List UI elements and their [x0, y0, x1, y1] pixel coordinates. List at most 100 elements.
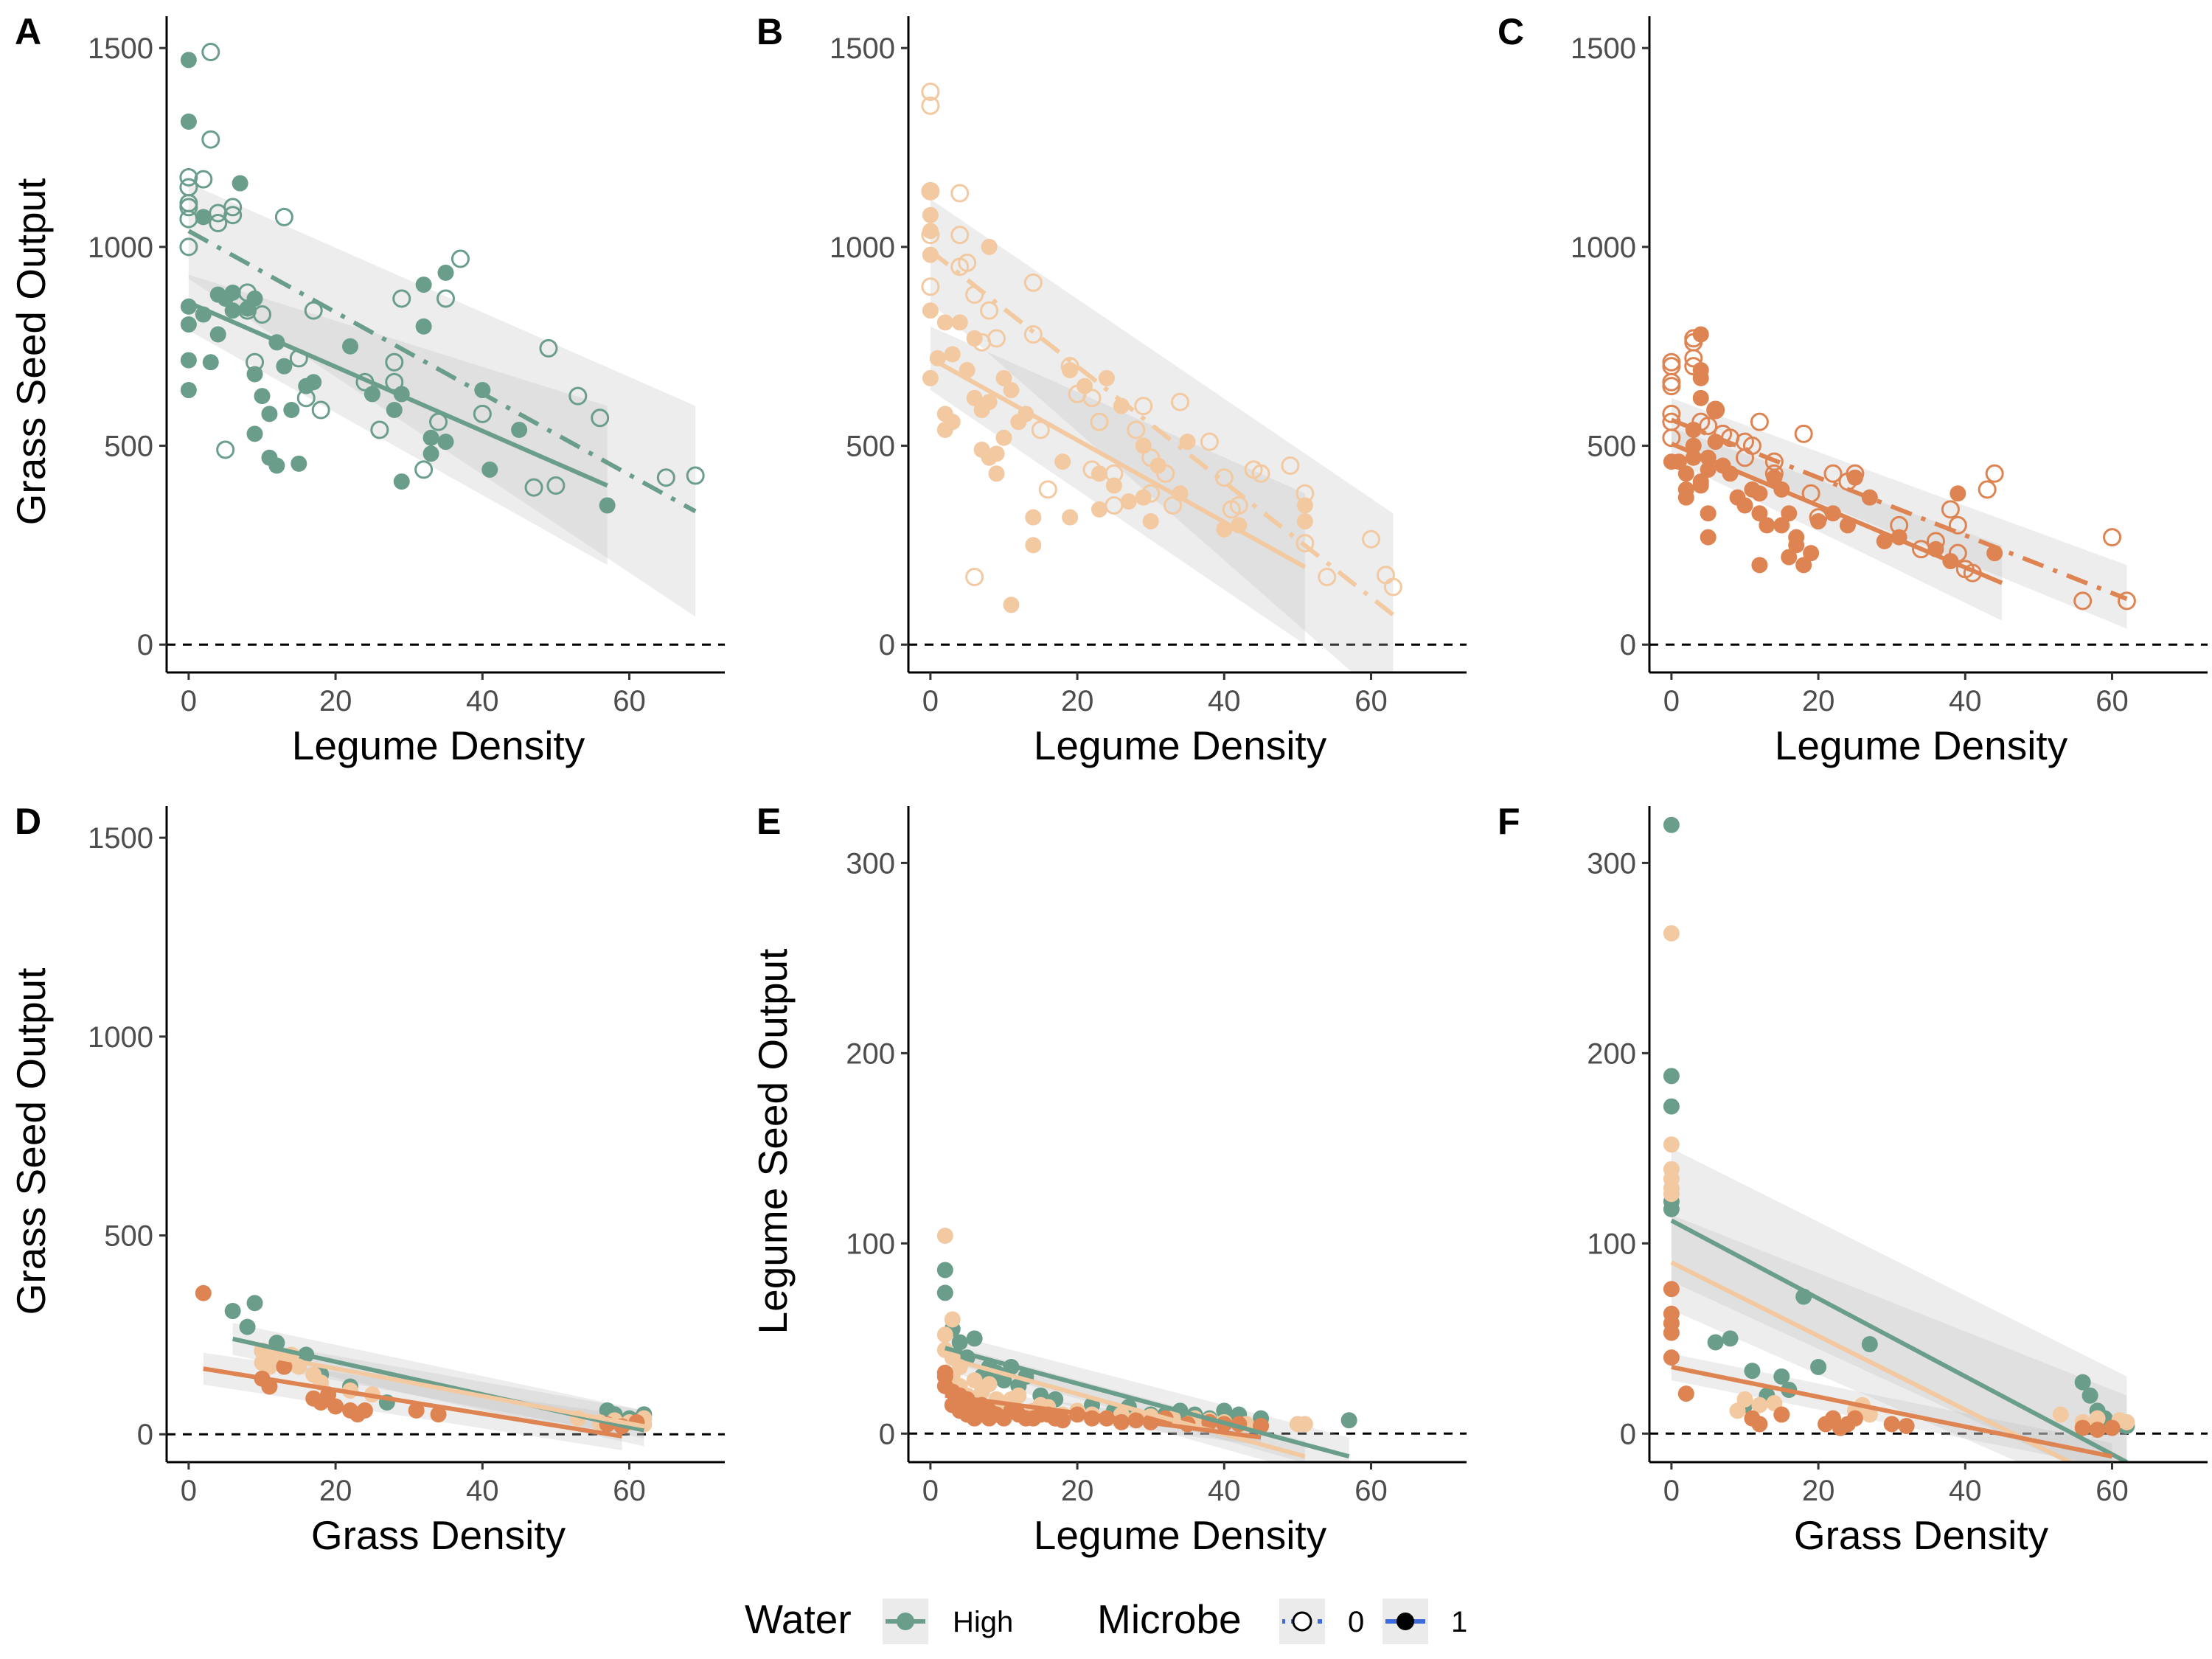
x-tick-label-d-40: 40	[466, 1475, 499, 1507]
y-axis-title-a: Grass Seed Output	[8, 178, 54, 526]
x-tick-label-e-40: 40	[1208, 1475, 1241, 1507]
fit-line-e-low-microbe-1	[945, 1393, 1262, 1440]
data-point-a-high-microbe-0-9	[209, 213, 228, 232]
data-point-f-low-microbe-1-15	[1898, 1417, 1915, 1434]
y-tick-label-a-0: 0	[137, 629, 153, 661]
data-point-b-med-microbe-0-14	[1023, 325, 1043, 344]
data-point-f-med-microbe-1-18	[2118, 1413, 2135, 1430]
data-point-c-low-microbe-0-3	[1662, 377, 1681, 396]
data-point-b-med-microbe-0-10	[980, 301, 999, 320]
data-point-a-high-microbe-0-11	[223, 206, 243, 225]
y-tick-label-f-300: 300	[1587, 847, 1636, 880]
data-point-f-low-microbe-1-13	[1846, 1410, 1863, 1427]
x-tick-label-e-60: 60	[1354, 1475, 1388, 1507]
data-point-a-high-microbe-1-6	[180, 352, 197, 369]
data-point-a-high-microbe-0-39	[686, 466, 705, 485]
panel-a: 0 20 40 60 0 500 1000 1500 Legume Density Grass S…	[8, 11, 725, 768]
data-point-f-low-microbe-1-17	[2089, 1422, 2106, 1439]
data-point-b-med-microbe-0-40	[1318, 568, 1337, 587]
x-axis-title-e: Legume Density	[1034, 1512, 1327, 1558]
data-point-b-med-microbe-1-12	[951, 314, 968, 331]
x-tick-label-a-0: 0	[181, 685, 197, 717]
data-point-c-low-microbe-1-31	[1773, 517, 1790, 534]
data-point-b-med-microbe-0-19	[1082, 389, 1102, 408]
data-point-c-low-microbe-1-26	[1751, 505, 1768, 522]
data-point-a-high-microbe-0-33	[539, 338, 558, 358]
y-axis-title-d: Grass Seed Output	[8, 968, 54, 1315]
data-point-b-med-microbe-1-35	[1091, 501, 1107, 518]
data-point-d-low-microbe-1-3	[276, 1358, 293, 1375]
panel-d: 0 20 40 60 0 500 1000 1500 Grass Density Grass Se…	[8, 801, 725, 1558]
data-point-b-med-microbe-1-18	[981, 238, 998, 255]
data-point-c-low-microbe-0-37	[1985, 464, 2004, 483]
panel-label-e: E	[757, 801, 781, 842]
data-point-b-med-microbe-0-25	[1134, 397, 1153, 416]
x-tick-label-a-40: 40	[466, 685, 499, 717]
data-point-a-high-microbe-0-22	[311, 400, 330, 420]
y-tick-label-a-1500: 1500	[88, 32, 153, 65]
x-tick-label-f-0: 0	[1663, 1475, 1680, 1507]
data-point-a-high-microbe-0-2	[194, 170, 213, 189]
x-axis-title-f: Grass Density	[1794, 1512, 2049, 1558]
data-point-a-high-microbe-0-16	[252, 305, 271, 324]
data-point-b-med-microbe-1-0	[922, 183, 939, 200]
data-point-a-high-microbe-0-27	[392, 289, 411, 308]
data-point-a-high-microbe-1-3	[232, 175, 248, 192]
data-point-c-low-microbe-1-15	[1700, 461, 1717, 478]
data-point-f-med-microbe-1-5	[1663, 1186, 1680, 1203]
data-point-d-high-microbe-1-1	[239, 1318, 256, 1335]
data-point-a-high-microbe-0-29	[451, 249, 470, 268]
data-point-d-high-microbe-1-2	[246, 1295, 263, 1312]
data-point-c-low-microbe-0-25	[1823, 464, 1843, 483]
data-point-b-med-microbe-0-7	[950, 257, 970, 276]
data-point-b-med-microbe-0-20	[1090, 412, 1109, 431]
data-point-b-med-microbe-1-3	[922, 246, 939, 263]
x-tick-label-f-20: 20	[1802, 1475, 1835, 1507]
data-point-a-high-microbe-1-41	[481, 461, 498, 478]
legend-key-dot-microbe-0	[1292, 1611, 1312, 1632]
plot-area-c	[1649, 326, 2208, 646]
data-point-c-low-microbe-1-25	[1751, 485, 1768, 502]
data-point-b-med-microbe-0-37	[1281, 456, 1300, 476]
data-point-b-med-microbe-1-46	[1179, 434, 1196, 451]
x-tick-label-b-60: 60	[1354, 685, 1388, 717]
fit-line-a-high-microbe-1	[187, 300, 608, 488]
data-point-f-high-microbe-1-15	[2074, 1374, 2091, 1391]
x-axis-title-d: Grass Density	[311, 1512, 566, 1558]
data-point-f-high-microbe-1-16	[2081, 1387, 2098, 1404]
x-axis-title-a: Legume Density	[292, 723, 585, 768]
data-point-a-high-microbe-0-28	[437, 289, 455, 308]
data-point-e-med-microbe-1-11	[981, 1376, 998, 1393]
data-point-c-low-microbe-0-36	[1978, 480, 1997, 499]
data-point-b-med-microbe-1-42	[1142, 513, 1159, 530]
legend-label-microbe-1: 1	[1451, 1606, 1467, 1638]
data-point-a-high-microbe-0-12	[179, 237, 198, 257]
plot-area-d	[167, 1284, 725, 1450]
data-point-b-med-microbe-0-24	[1127, 420, 1146, 439]
data-point-a-high-microbe-1-36	[422, 429, 439, 446]
data-point-a-high-microbe-1-2	[195, 209, 212, 226]
fit-line-b-med-microbe-1	[929, 356, 1307, 569]
data-point-c-low-microbe-1-35	[1788, 529, 1805, 546]
data-point-a-high-microbe-0-34	[568, 386, 588, 406]
y-tick-label-b-500: 500	[846, 431, 895, 463]
data-point-c-low-microbe-1-27	[1751, 557, 1768, 574]
data-point-b-med-microbe-0-16	[1038, 480, 1057, 499]
data-point-a-high-microbe-1-17	[246, 366, 263, 383]
data-point-a-high-microbe-1-0	[180, 52, 197, 69]
data-point-b-med-microbe-1-1	[922, 206, 939, 223]
data-point-c-low-microbe-1-1	[1670, 453, 1687, 470]
data-point-b-med-microbe-1-24	[995, 429, 1012, 446]
data-point-f-high-microbe-1-5	[1707, 1334, 1724, 1351]
x-tick-label-c-20: 20	[1802, 685, 1835, 717]
data-point-b-med-microbe-1-50	[1296, 513, 1313, 530]
fit-line-f-high-microbe-1	[1670, 1218, 2128, 1462]
data-point-c-low-microbe-1-10	[1692, 362, 1709, 379]
y-tick-label-d-1000: 1000	[88, 1021, 153, 1054]
x-tick-label-a-20: 20	[319, 685, 352, 717]
y-tick-label-d-500: 500	[104, 1220, 153, 1253]
data-point-c-low-microbe-0-9	[1684, 349, 1703, 368]
data-point-a-high-microbe-0-35	[591, 408, 610, 428]
y-axis-title-e: Legume Seed Output	[750, 949, 796, 1335]
data-point-c-low-microbe-1-2	[1677, 465, 1694, 482]
